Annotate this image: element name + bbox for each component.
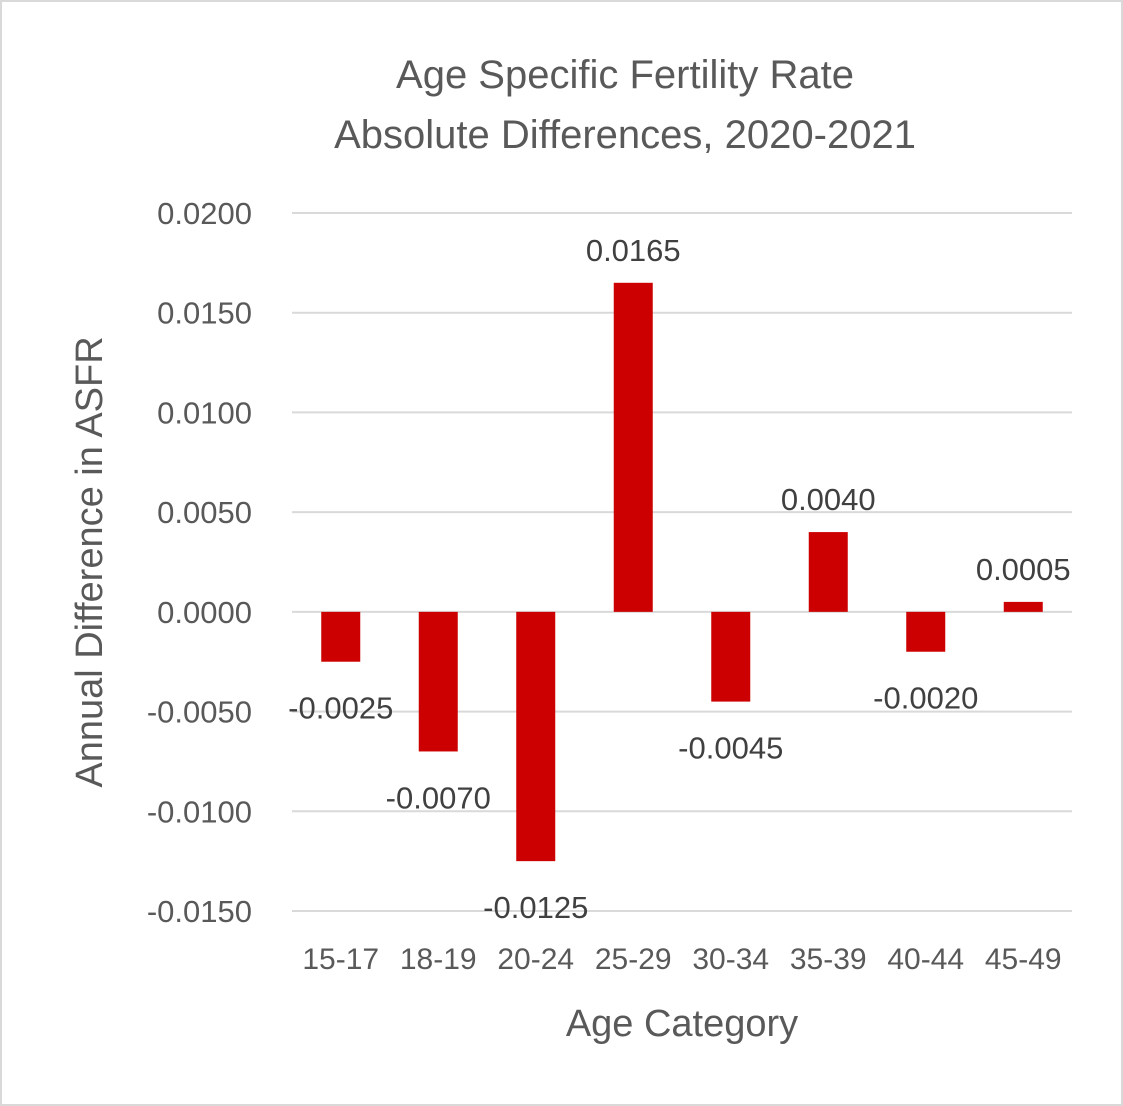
data-label-40-44: -0.0020 xyxy=(873,681,978,716)
y-tick-label: 0.0050 xyxy=(157,495,252,530)
y-tick-label: -0.0050 xyxy=(147,695,252,730)
y-tick-label: 0.0000 xyxy=(157,595,252,630)
data-label-30-34: -0.0045 xyxy=(678,731,783,766)
y-tick-label: -0.0150 xyxy=(147,894,252,929)
bar-35-39 xyxy=(808,532,848,612)
bar-30-34 xyxy=(711,611,751,702)
bars xyxy=(321,282,1043,862)
y-tick-label: -0.0100 xyxy=(147,794,252,829)
bar-20-24 xyxy=(516,611,556,862)
x-axis-title: Age Category xyxy=(566,1003,798,1045)
bar-45-49 xyxy=(1003,601,1043,612)
data-label-35-39: 0.0040 xyxy=(781,482,876,517)
data-label-20-24: -0.0125 xyxy=(483,890,588,925)
data-label-18-19: -0.0070 xyxy=(386,780,491,815)
y-tick-label: 0.0100 xyxy=(157,395,252,430)
data-label-25-29: 0.0165 xyxy=(586,233,681,268)
x-tick-label-15-17: 15-17 xyxy=(302,943,379,976)
x-tick-label-40-44: 40-44 xyxy=(887,943,964,976)
x-tick-label-30-34: 30-34 xyxy=(692,943,769,976)
bar-40-44 xyxy=(906,611,946,652)
x-tick-label-25-29: 25-29 xyxy=(595,943,672,976)
x-tick-label-20-24: 20-24 xyxy=(497,943,574,976)
data-label-15-17: -0.0025 xyxy=(288,691,393,726)
y-axis-title: Annual Difference in ASFR xyxy=(69,336,111,787)
y-tick-label: 0.0150 xyxy=(157,296,252,331)
bar-15-17 xyxy=(321,611,361,662)
x-axis-category-labels: 15-17 18-19 20-24 25-29 30-34 35-39 40-44 45-49 xyxy=(302,943,1061,976)
chart-title-line-1: Age Specific Fertility Rate xyxy=(396,53,854,97)
bar-18-19 xyxy=(418,611,458,752)
data-labels: -0.0025 -0.0070 -0.0125 0.0165 -0.0045 0.0040… xyxy=(288,233,1070,925)
x-tick-label-18-19: 18-19 xyxy=(400,943,477,976)
y-tick-label: 0.0200 xyxy=(157,196,252,231)
x-tick-label-35-39: 35-39 xyxy=(790,943,867,976)
x-tick-label-45-49: 45-49 xyxy=(985,943,1062,976)
y-axis-tick-labels: 0.0200 0.0150 0.0100 0.0050 0.0000 -0.0050 -0.… xyxy=(147,196,252,929)
bar-25-29 xyxy=(613,282,653,612)
data-label-45-49: 0.0005 xyxy=(976,552,1071,587)
chart-title-line-2: Absolute Differences, 2020-2021 xyxy=(334,113,916,157)
